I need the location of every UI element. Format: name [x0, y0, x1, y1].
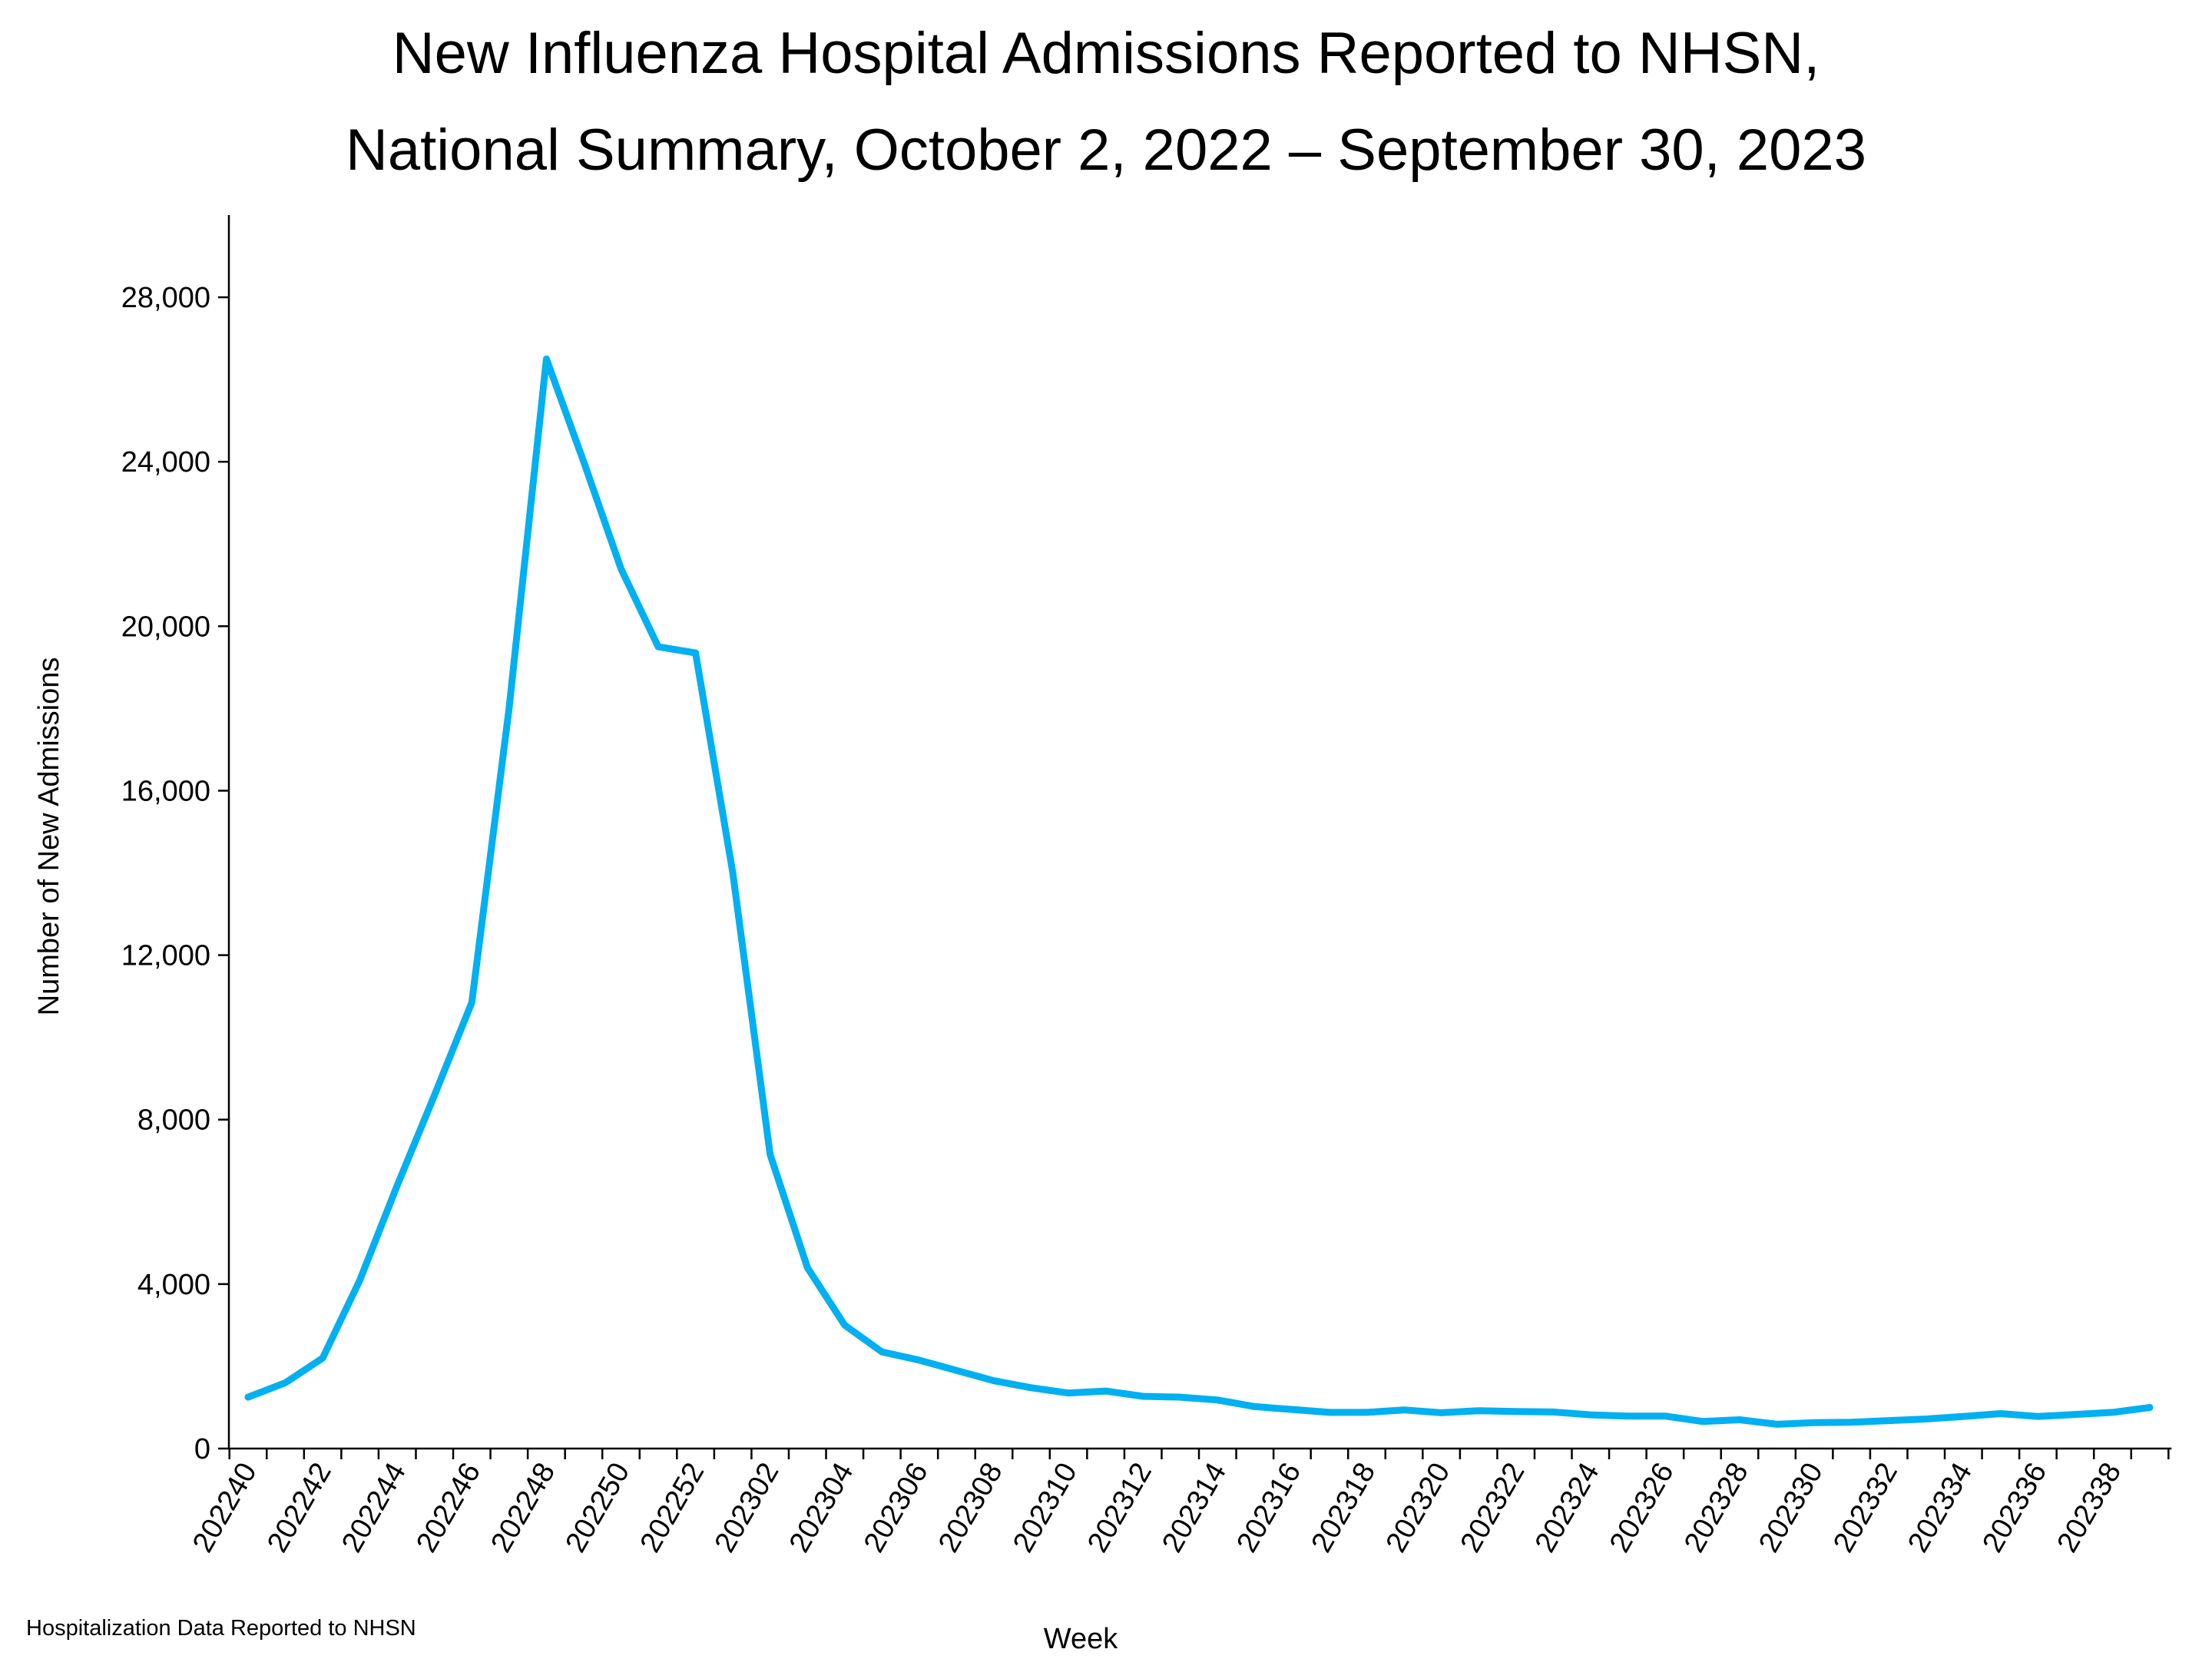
x-tick-label: 202308 [932, 1458, 1009, 1558]
y-tick-label: 16,000 [121, 775, 210, 807]
x-tick-label: 202318 [1306, 1458, 1382, 1558]
data-point [656, 644, 661, 649]
data-point [1700, 1419, 1704, 1424]
x-tick-label: 202332 [1827, 1458, 1904, 1558]
footnote: Hospitalization Data Reported to NHSN [26, 1616, 416, 1641]
data-point [1886, 1419, 1891, 1423]
data-point [730, 871, 735, 876]
x-tick-label: 202252 [634, 1458, 711, 1558]
x-tick-label: 202302 [709, 1458, 786, 1558]
data-point [1327, 1410, 1332, 1415]
data-point [1924, 1417, 1929, 1422]
x-tick-label: 202316 [1230, 1458, 1307, 1558]
data-point [1849, 1420, 1854, 1425]
y-tick-label: 4,000 [137, 1269, 210, 1301]
data-point [1029, 1386, 1034, 1390]
data-point [1476, 1409, 1481, 1413]
data-point [395, 1183, 399, 1187]
data-point [917, 1358, 922, 1363]
data-point [2147, 1406, 2152, 1410]
data-point [1812, 1420, 1816, 1425]
data-point [1625, 1414, 1630, 1419]
data-point [432, 1093, 437, 1098]
data-point [694, 651, 698, 655]
x-tick-label: 202310 [1007, 1458, 1084, 1558]
x-tick-label: 202330 [1753, 1458, 1830, 1558]
data-point [1290, 1407, 1294, 1412]
series-layer [244, 355, 2154, 1428]
x-axis-ticks: 2022402022422022442022462022482022502022… [187, 1449, 2170, 1558]
x-tick-label: 202334 [1902, 1458, 1979, 1558]
x-tick-label: 202328 [1678, 1458, 1755, 1558]
data-point [1514, 1409, 1518, 1414]
x-tick-label: 202320 [1380, 1458, 1457, 1558]
x-tick-label: 202324 [1529, 1458, 1606, 1558]
axes [227, 215, 2172, 1450]
data-point [1588, 1412, 1593, 1417]
data-point [879, 1349, 884, 1354]
data-point [1775, 1422, 1780, 1426]
x-tick-label: 202312 [1081, 1458, 1158, 1558]
x-tick-label: 202336 [1976, 1458, 2053, 1558]
x-tick-label: 202304 [783, 1458, 860, 1558]
data-point [1215, 1398, 1220, 1402]
data-point [283, 1380, 288, 1385]
x-tick-label: 202240 [187, 1458, 263, 1558]
data-point [1178, 1395, 1183, 1399]
y-axis-ticks: 0 4,000 8,000 12,000 16,000 20,000 24,000 28,00… [121, 282, 229, 1465]
x-tick-label: 202242 [261, 1458, 338, 1558]
chart-title-line-1: New Influenza Hospital Admissions Report… [392, 21, 1820, 86]
data-point [954, 1368, 959, 1373]
x-tick-label: 202326 [1604, 1458, 1681, 1558]
y-axis-label: Number of New Admissions [33, 657, 65, 1016]
x-tick-label: 202314 [1156, 1458, 1233, 1558]
data-point [768, 1152, 773, 1157]
x-tick-label: 202248 [485, 1458, 561, 1558]
data-point [1551, 1409, 1555, 1414]
data-point [1253, 1404, 1257, 1409]
data-point [619, 566, 624, 571]
y-tick-label: 28,000 [121, 282, 210, 314]
data-point [1439, 1410, 1444, 1415]
x-tick-label: 202246 [410, 1458, 487, 1558]
data-point [1737, 1418, 1742, 1422]
x-tick-label: 202322 [1455, 1458, 1532, 1558]
data-point [1998, 1412, 2003, 1416]
data-point [2111, 1410, 2115, 1415]
data-point [320, 1356, 325, 1360]
y-tick-label: 12,000 [121, 940, 210, 972]
x-tick-label: 202244 [336, 1458, 412, 1558]
data-point [1066, 1391, 1071, 1396]
y-tick-label: 20,000 [121, 611, 210, 643]
data-point [1663, 1414, 1667, 1419]
y-tick-label: 24,000 [121, 446, 210, 478]
data-point [2035, 1414, 2040, 1419]
admissions-series-line [244, 355, 2154, 1428]
data-point [992, 1379, 996, 1383]
data-point [507, 706, 512, 710]
data-point [544, 356, 548, 361]
data-point [1141, 1394, 1145, 1399]
data-point [2073, 1412, 2078, 1417]
x-tick-label: 202250 [560, 1458, 637, 1558]
x-axis-label: Week [1044, 1623, 1118, 1655]
chart-title-line-2: National Summary, October 2, 2022 – Sept… [346, 118, 1866, 183]
data-point [246, 1395, 250, 1399]
data-point [1365, 1410, 1369, 1415]
y-tick-label: 0 [194, 1433, 210, 1465]
data-point [358, 1278, 363, 1283]
data-point [1402, 1408, 1406, 1412]
y-tick-label: 8,000 [137, 1104, 210, 1137]
x-tick-label: 202306 [858, 1458, 935, 1558]
data-point [469, 1000, 474, 1005]
data-point [843, 1323, 847, 1327]
data-point [581, 459, 586, 464]
data-point [1961, 1414, 1965, 1419]
data-point [1104, 1389, 1108, 1393]
data-point [805, 1266, 810, 1270]
x-tick-label: 202338 [2051, 1458, 2128, 1558]
